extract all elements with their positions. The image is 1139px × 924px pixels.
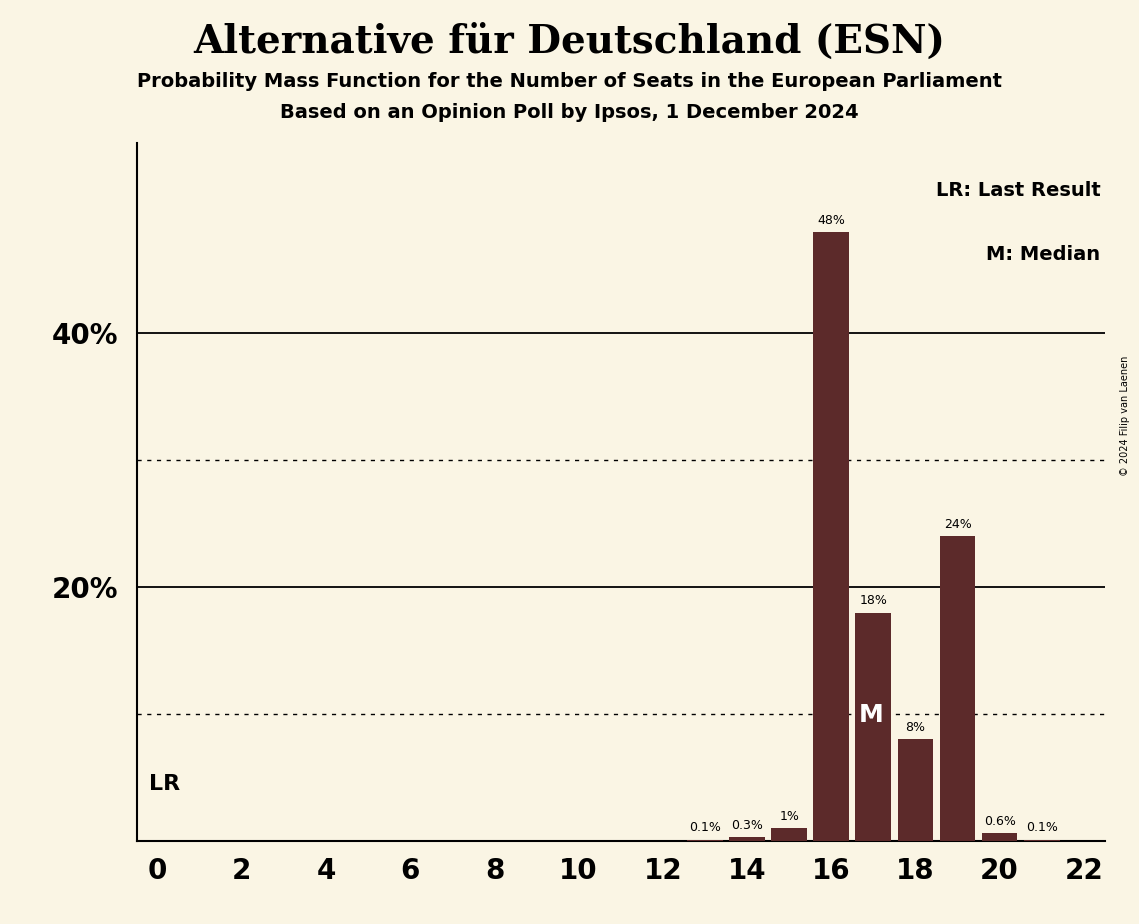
Text: 18%: 18% (860, 594, 887, 607)
Text: 0.3%: 0.3% (731, 819, 763, 832)
Text: M: M (859, 703, 884, 727)
Text: © 2024 Filip van Laenen: © 2024 Filip van Laenen (1120, 356, 1130, 476)
Bar (687, 840, 723, 841)
Text: M: Median: M: Median (986, 245, 1100, 263)
Text: Based on an Opinion Poll by Ipsos, 1 December 2024: Based on an Opinion Poll by Ipsos, 1 Dec… (280, 103, 859, 123)
Text: LR: LR (149, 773, 180, 794)
Bar (982, 833, 1017, 841)
Text: LR: Last Result: LR: Last Result (936, 181, 1100, 201)
Text: Alternative für Deutschland (ESN): Alternative für Deutschland (ESN) (194, 23, 945, 61)
Bar (729, 837, 765, 841)
Text: 1%: 1% (779, 810, 800, 823)
Text: 0.1%: 0.1% (689, 821, 721, 834)
Text: 24%: 24% (943, 518, 972, 531)
Bar (940, 537, 975, 841)
Bar (855, 613, 891, 841)
Text: 48%: 48% (818, 214, 845, 227)
Bar (813, 232, 849, 841)
Text: Probability Mass Function for the Number of Seats in the European Parliament: Probability Mass Function for the Number… (137, 72, 1002, 91)
Bar (898, 739, 933, 841)
Text: 0.1%: 0.1% (1026, 821, 1058, 834)
Text: 0.6%: 0.6% (984, 815, 1016, 828)
Bar (771, 828, 808, 841)
Bar (1024, 840, 1059, 841)
Text: 8%: 8% (906, 722, 925, 735)
